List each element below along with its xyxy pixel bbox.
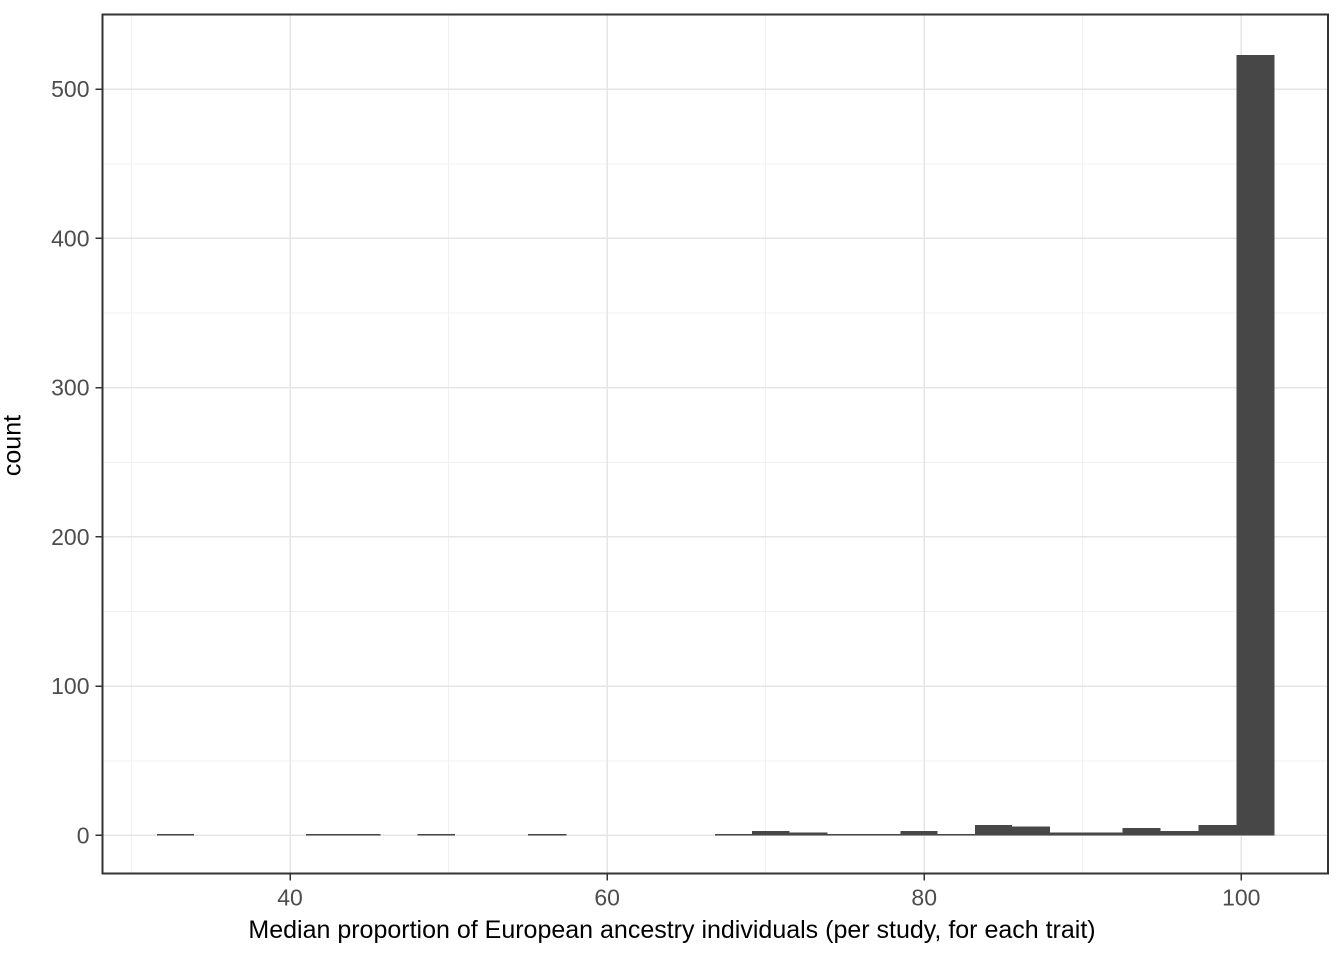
grid-minor [102, 14, 1328, 874]
histogram-bars [156, 54, 1275, 836]
histogram-bar [1160, 830, 1199, 836]
histogram-bar [789, 832, 828, 836]
histogram-bar [974, 824, 1013, 836]
histogram-bar [900, 830, 938, 836]
histogram-bar [305, 833, 344, 836]
histogram-bar [527, 833, 567, 836]
axis-ticks [95, 88, 1243, 881]
histogram-bar [343, 833, 381, 836]
plot-panel [102, 14, 1328, 874]
y-tick-label: 0 [77, 822, 90, 848]
x-tick-label: 100 [1222, 885, 1260, 911]
y-tick-label: 300 [51, 375, 89, 401]
histogram-bar [937, 833, 975, 836]
histogram-bar [1236, 54, 1275, 836]
histogram-bar [752, 830, 790, 836]
x-tick-label: 80 [911, 885, 937, 911]
histogram-bar [417, 833, 455, 836]
histogram-bar [1198, 824, 1237, 836]
y-tick-label: 500 [51, 76, 89, 102]
x-axis-title: Median proportion of European ancestry i… [248, 916, 1096, 944]
histogram-bar [863, 833, 901, 836]
histogram-bar [1122, 827, 1161, 836]
y-tick-label: 100 [51, 673, 89, 699]
histogram-bar [714, 833, 753, 836]
y-axis-title: count [0, 414, 27, 477]
histogram-bar [827, 833, 864, 836]
y-tick-label: 200 [51, 524, 89, 550]
x-tick-label: 60 [594, 885, 620, 911]
y-tick-label: 400 [51, 225, 89, 251]
histogram-bar [1086, 832, 1123, 836]
panel-border [101, 13, 1329, 875]
x-tick-label: 40 [277, 885, 303, 911]
histogram-bar [1012, 826, 1051, 836]
histogram-bar [1050, 832, 1087, 836]
histogram-bar [156, 833, 195, 836]
